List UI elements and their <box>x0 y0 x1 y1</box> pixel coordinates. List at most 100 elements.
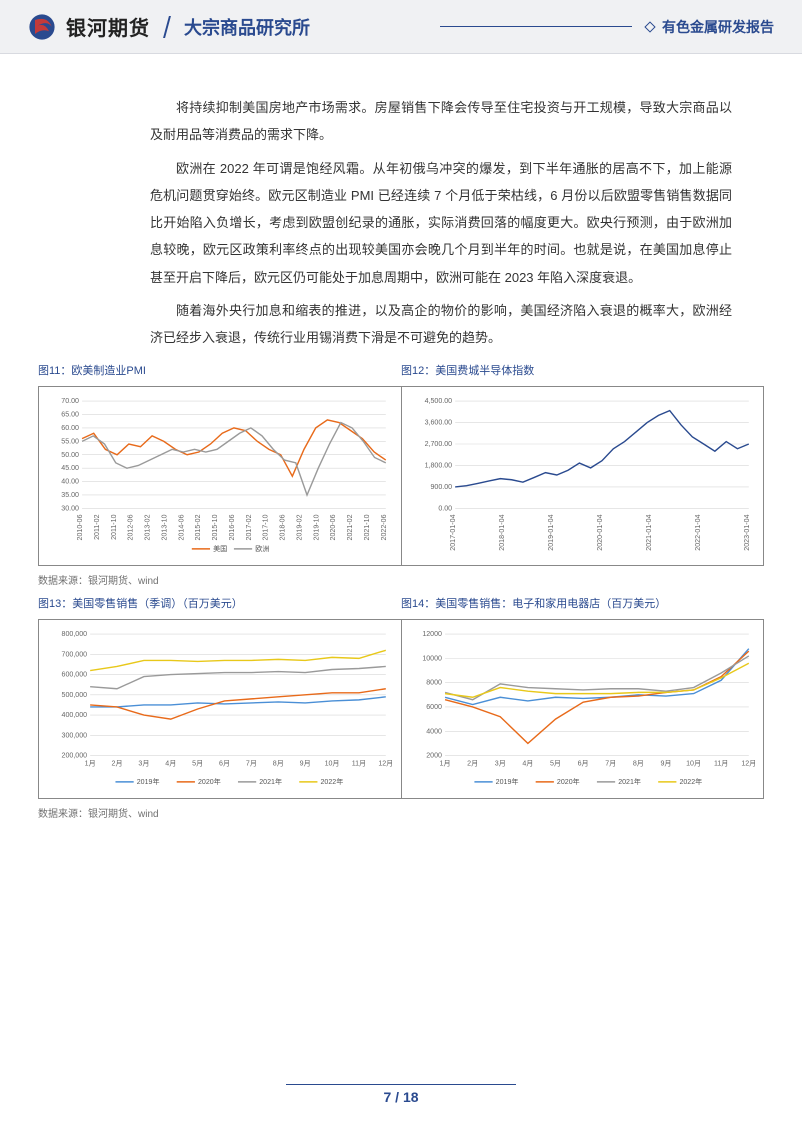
svg-text:2019年: 2019年 <box>495 777 518 786</box>
svg-text:2019-01-04: 2019-01-04 <box>547 514 555 550</box>
svg-text:2020年: 2020年 <box>198 777 221 786</box>
svg-text:1月: 1月 <box>439 759 450 767</box>
svg-text:12000: 12000 <box>422 630 442 638</box>
svg-text:10000: 10000 <box>422 654 442 662</box>
svg-text:2000: 2000 <box>426 751 442 759</box>
svg-text:4,500.00: 4,500.00 <box>424 397 452 405</box>
svg-text:1,800.00: 1,800.00 <box>424 461 452 469</box>
header-right: 有色金属研发报告 <box>646 17 774 37</box>
chart12-title: 图12：美国费城半导体指数 <box>401 362 764 378</box>
svg-text:10月: 10月 <box>686 759 701 767</box>
svg-text:2012-06: 2012-06 <box>127 514 135 540</box>
svg-text:8月: 8月 <box>632 759 643 767</box>
svg-text:2014-06: 2014-06 <box>177 514 185 540</box>
svg-text:2019-02: 2019-02 <box>295 514 303 540</box>
chart11-title: 图11：欧美制造业PMI <box>38 362 401 378</box>
svg-text:2016-06: 2016-06 <box>228 514 236 540</box>
svg-text:2013-02: 2013-02 <box>144 514 152 540</box>
svg-text:6月: 6月 <box>219 759 230 767</box>
svg-text:70.00: 70.00 <box>61 397 79 405</box>
svg-text:12月: 12月 <box>741 759 755 767</box>
report-category: 有色金属研发报告 <box>662 17 774 37</box>
svg-text:10月: 10月 <box>325 759 340 767</box>
svg-text:2021年: 2021年 <box>618 777 641 786</box>
svg-text:2018-01-04: 2018-01-04 <box>498 514 506 550</box>
svg-text:2022年: 2022年 <box>679 777 702 786</box>
svg-text:11月: 11月 <box>352 759 366 767</box>
chart13-svg: 200,000300,000400,000500,000600,000700,0… <box>47 628 393 790</box>
svg-text:5月: 5月 <box>192 759 203 767</box>
svg-text:2021年: 2021年 <box>259 777 282 786</box>
svg-text:500,000: 500,000 <box>62 691 88 699</box>
page-sep: / <box>391 1089 403 1105</box>
svg-text:2015-02: 2015-02 <box>194 514 202 540</box>
svg-text:11月: 11月 <box>713 759 727 767</box>
svg-text:300,000: 300,000 <box>62 731 88 739</box>
svg-text:4000: 4000 <box>426 727 442 735</box>
header-divider <box>163 16 171 38</box>
chart12: 0.00 900.00 1,800.00 2,700.00 3,600.00 4,500.… <box>401 386 765 566</box>
source-row2: 数据来源：银河期货、wind <box>0 799 802 824</box>
svg-text:900.00: 900.00 <box>430 483 452 491</box>
source-row1: 数据来源：银河期货、wind <box>0 566 802 591</box>
svg-text:50.00: 50.00 <box>61 450 79 458</box>
logo-icon <box>28 13 56 41</box>
svg-text:7月: 7月 <box>605 759 616 767</box>
page-total: 18 <box>403 1089 419 1105</box>
chart13: 200,000300,000400,000500,000600,000700,0… <box>38 619 402 799</box>
svg-text:6月: 6月 <box>577 759 588 767</box>
svg-text:55.00: 55.00 <box>61 437 79 445</box>
svg-text:4月: 4月 <box>522 759 533 767</box>
svg-text:6000: 6000 <box>426 703 442 711</box>
svg-text:9月: 9月 <box>660 759 671 767</box>
svg-text:2017-10: 2017-10 <box>262 514 270 540</box>
svg-text:0.00: 0.00 <box>438 504 452 512</box>
svg-text:2022-06: 2022-06 <box>380 514 388 540</box>
svg-text:2010-06: 2010-06 <box>76 514 84 540</box>
svg-text:1月: 1月 <box>85 759 96 767</box>
svg-text:2022-01-04: 2022-01-04 <box>693 514 701 550</box>
svg-text:2,700.00: 2,700.00 <box>424 440 452 448</box>
chart-titles-row2: 图13：美国零售销售（季调）（百万美元） 图14：美国零售销售：电子和家用电器店… <box>0 591 802 613</box>
svg-text:2011-02: 2011-02 <box>93 514 101 540</box>
paragraph: 将持续抑制美国房地产市场需求。房屋销售下降会传导至住宅投资与开工规模，导致大宗商… <box>150 94 732 149</box>
svg-text:2021-10: 2021-10 <box>363 514 371 540</box>
svg-text:2021-02: 2021-02 <box>346 514 354 540</box>
svg-text:400,000: 400,000 <box>62 711 88 719</box>
svg-text:2013-10: 2013-10 <box>160 514 168 540</box>
svg-text:9月: 9月 <box>300 759 311 767</box>
svg-text:800,000: 800,000 <box>62 630 88 638</box>
chart12-svg: 0.00 900.00 1,800.00 2,700.00 3,600.00 4,500.… <box>410 395 756 557</box>
svg-text:8月: 8月 <box>273 759 284 767</box>
svg-text:3月: 3月 <box>494 759 505 767</box>
svg-text:3,600.00: 3,600.00 <box>424 418 452 426</box>
svg-text:30.00: 30.00 <box>61 504 79 512</box>
svg-text:2017-02: 2017-02 <box>245 514 253 540</box>
header-rule <box>440 26 632 27</box>
svg-text:2018-06: 2018-06 <box>279 514 287 540</box>
svg-text:3月: 3月 <box>138 759 149 767</box>
svg-text:欧洲: 欧洲 <box>255 544 269 553</box>
chart-titles-row1: 图11：欧美制造业PMI 图12：美国费城半导体指数 <box>0 358 802 380</box>
svg-text:2019年: 2019年 <box>137 777 160 786</box>
svg-text:4月: 4月 <box>165 759 176 767</box>
chart11-svg: 30.0035.0040.0045.0050.0055.0060.0065.00… <box>47 395 393 557</box>
svg-text:美国: 美国 <box>213 544 227 553</box>
footer-rule <box>286 1084 516 1085</box>
svg-text:5月: 5月 <box>549 759 560 767</box>
svg-text:12月: 12月 <box>378 759 392 767</box>
svg-text:40.00: 40.00 <box>61 477 79 485</box>
svg-text:2017-01-04: 2017-01-04 <box>449 514 457 550</box>
svg-text:700,000: 700,000 <box>62 650 88 658</box>
charts-row1: 30.0035.0040.0045.0050.0055.0060.0065.00… <box>0 380 802 566</box>
svg-text:2020-01-04: 2020-01-04 <box>595 514 603 550</box>
svg-text:2019-10: 2019-10 <box>312 514 320 540</box>
svg-text:8000: 8000 <box>426 678 442 686</box>
svg-text:7月: 7月 <box>246 759 257 767</box>
svg-text:35.00: 35.00 <box>61 491 79 499</box>
svg-text:2020-06: 2020-06 <box>329 514 337 540</box>
header-left: 银河期货 大宗商品研究所 <box>28 12 310 41</box>
svg-text:2月: 2月 <box>467 759 478 767</box>
body-text: 将持续抑制美国房地产市场需求。房屋销售下降会传导至住宅投资与开工规模，导致大宗商… <box>0 54 802 352</box>
svg-text:2015-10: 2015-10 <box>211 514 219 540</box>
